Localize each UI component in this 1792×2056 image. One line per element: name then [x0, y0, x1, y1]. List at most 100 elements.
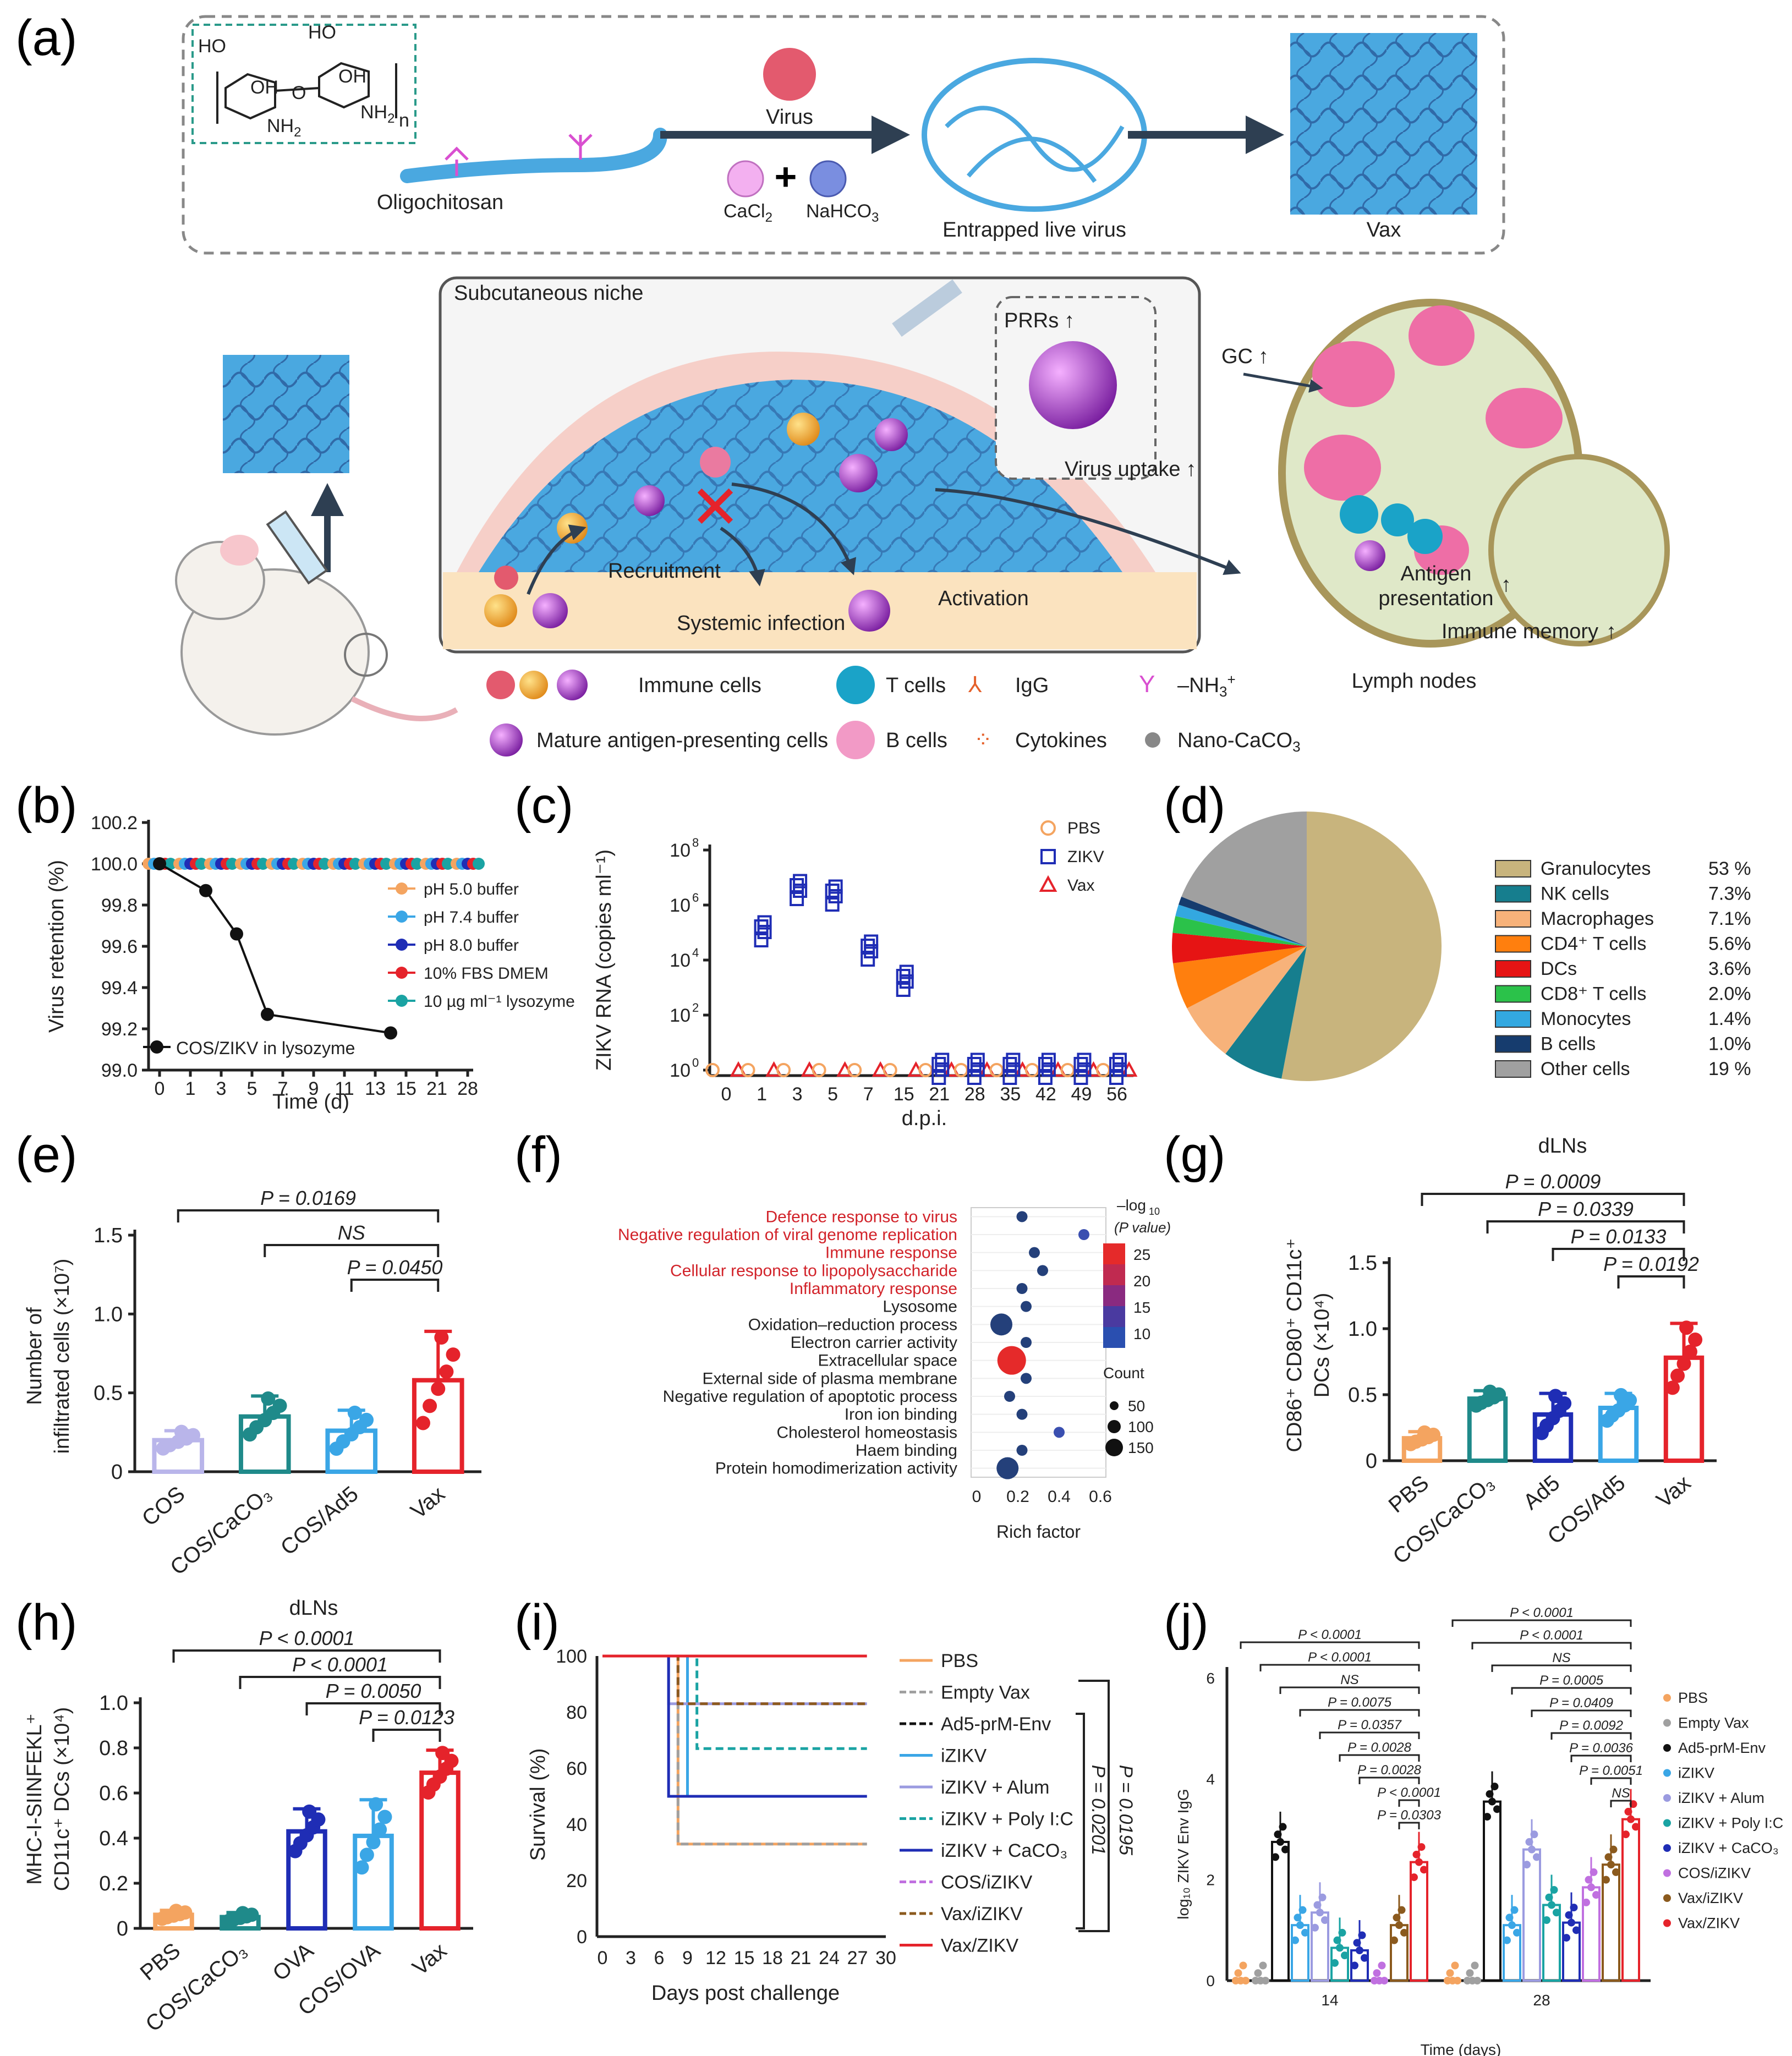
j-ylabel: log₁₀ ZIKV Env IgG — [1175, 1789, 1192, 1919]
i-ylabel: Survival (%) — [527, 1748, 550, 1861]
j-dot — [1570, 1904, 1578, 1912]
j-legend-label: Ad5-prM-Env — [1678, 1740, 1766, 1756]
c-zikv-point — [790, 878, 804, 892]
b-ytick: 99.0 — [101, 1060, 138, 1081]
g-chart-dot — [1665, 1380, 1680, 1395]
j-dot — [1301, 1928, 1309, 1937]
f-colorbar-seg — [1103, 1306, 1125, 1327]
j-dot — [1321, 1916, 1329, 1924]
recruitment-label: Recruitment — [608, 560, 721, 583]
i-stat-bracket-inner — [1076, 1713, 1085, 1929]
i-stat-label: P = 0.0195 — [1115, 1765, 1136, 1855]
j-dot — [1604, 1853, 1613, 1861]
i-legend-label: PBS — [941, 1651, 978, 1671]
h-chart-dot — [435, 1746, 450, 1761]
c-pbs-point — [812, 1063, 826, 1077]
e-chart-dot — [347, 1405, 362, 1420]
f-color-tick: 20 — [1133, 1273, 1150, 1290]
i-xtick: 3 — [626, 1948, 636, 1969]
d-pie-slice — [1281, 812, 1442, 1081]
f-size-tick: 50 — [1128, 1397, 1145, 1414]
e-ylabel-1: Number of — [23, 1307, 46, 1405]
j-legend-label: iZIKV + Alum — [1678, 1790, 1764, 1806]
j-ytick: 0 — [1206, 1972, 1215, 1989]
d-legend-value: 2.0% — [1708, 984, 1751, 1005]
b-flat-point — [411, 858, 423, 870]
j-dot — [1296, 1921, 1304, 1929]
b-ytick: 99.8 — [101, 895, 138, 916]
f-dot — [1016, 1408, 1028, 1420]
j-dot — [1568, 1918, 1575, 1927]
d-legend-label: DCs — [1541, 958, 1577, 979]
b-legend-label: pH 5.0 buffer — [424, 880, 519, 898]
j-dot — [1294, 1914, 1302, 1922]
e-chart-dot — [434, 1330, 449, 1345]
h-chart-dot — [377, 1810, 392, 1824]
f-dot — [996, 1457, 1019, 1479]
j-dot — [1590, 1868, 1598, 1876]
i-ytick: 40 — [566, 1814, 587, 1835]
chem-nh2-2: NH2 — [360, 102, 394, 126]
j-stat-label: NS — [1552, 1651, 1570, 1665]
j-legend-label: iZIKV — [1678, 1765, 1714, 1781]
j-dot — [1530, 1830, 1538, 1839]
needle-syringe — [892, 279, 962, 337]
legend-igg: IgG — [1015, 674, 1049, 697]
j-ytick: 2 — [1206, 1872, 1215, 1889]
g-chart-dot — [1614, 1388, 1629, 1402]
d-legend-value: 7.1% — [1708, 908, 1751, 929]
j-dot — [1563, 1934, 1570, 1942]
e-chart-ytick: 1.0 — [94, 1303, 123, 1326]
i-legend-label: Ad5-prM-Env — [941, 1714, 1051, 1735]
f-colorbar-seg — [1103, 1243, 1125, 1264]
j-stat-bracket — [1491, 1664, 1632, 1672]
e-chart-dot — [423, 1399, 437, 1413]
f-size-tick: 100 — [1128, 1418, 1154, 1435]
j-stat-bracket — [1511, 1687, 1632, 1695]
j-dot — [1602, 1876, 1610, 1884]
f-xtick: 0 — [972, 1488, 982, 1506]
nahco3-sphere — [809, 160, 847, 198]
f-size-title: Count — [1103, 1364, 1144, 1381]
j-dot — [1572, 1926, 1580, 1934]
g-chart-stat-label: P = 0.0009 — [1505, 1170, 1601, 1193]
f-size-marker — [1105, 1439, 1123, 1456]
virus-label: Virus — [766, 106, 813, 129]
f-color-tick: 25 — [1133, 1246, 1150, 1263]
mouse-illustration — [175, 535, 458, 736]
cacl2-label: CaCl2 — [724, 201, 772, 225]
d-legend-value: 7.3% — [1708, 884, 1751, 904]
g-chart-stat-bracket — [1421, 1193, 1685, 1206]
j-dot — [1548, 1901, 1555, 1909]
g-chart-xtick: PBS — [1384, 1471, 1434, 1517]
b-cos-point — [153, 857, 166, 870]
chem-ho-2: HO — [308, 22, 336, 43]
d-legend-label: Other cells — [1541, 1059, 1630, 1079]
f-dot — [1021, 1373, 1032, 1384]
b-xlabel: Time (d) — [272, 1090, 349, 1114]
block-cross-icon: ✕ — [690, 474, 741, 541]
h-chart-xtick: PBS — [136, 1938, 185, 1985]
c-zikv-point — [793, 874, 808, 889]
f-size-tick: 150 — [1128, 1439, 1154, 1456]
i-legend-label: iZIKV + Poly I:C — [941, 1809, 1073, 1830]
j-dot — [1543, 1916, 1550, 1924]
nh3-icon: Y — [1139, 671, 1155, 698]
b-flat-point — [165, 858, 177, 870]
f-term: Haem binding — [856, 1441, 957, 1460]
c-xtick: 15 — [894, 1084, 914, 1105]
g-chart-stat-bracket — [1617, 1275, 1685, 1289]
e-chart-ytick: 0 — [111, 1461, 123, 1484]
b-cos-point — [230, 927, 243, 941]
j-dot — [1274, 1830, 1282, 1839]
c-zikv-point — [1038, 1071, 1053, 1085]
c-xtick: 42 — [1035, 1084, 1056, 1105]
i-survival-curve — [602, 1654, 867, 1750]
h-chart-stat-label: P < 0.0001 — [259, 1627, 355, 1649]
j-stat-label: NS — [1340, 1673, 1358, 1687]
panel-d-label: (d) — [1164, 777, 1225, 834]
panel-j-label: (j) — [1164, 1594, 1209, 1651]
d-legend-value: 1.0% — [1708, 1034, 1751, 1055]
h-chart-stat-bracket — [239, 1676, 441, 1689]
